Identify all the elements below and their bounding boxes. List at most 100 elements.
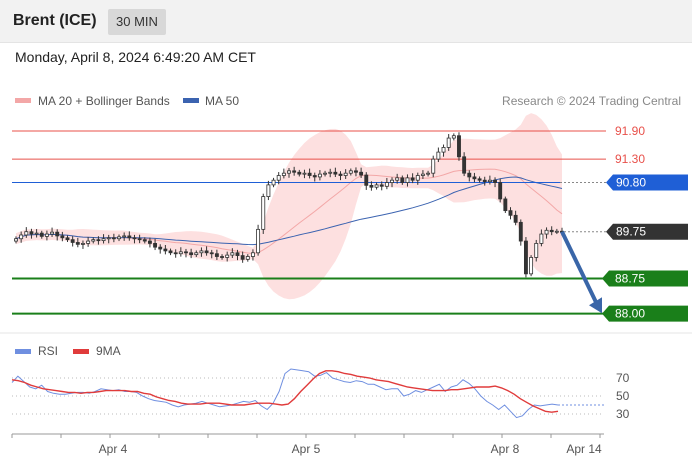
candle-body bbox=[184, 251, 188, 254]
candle-body bbox=[256, 228, 261, 254]
support-label: 88.00 bbox=[615, 307, 645, 321]
candle-body bbox=[457, 135, 461, 158]
ma20-legend-label: MA 20 + Bollinger Bands bbox=[38, 94, 170, 108]
candle-body bbox=[379, 184, 384, 187]
candle-body bbox=[29, 231, 34, 235]
rsi-tick-label: 30 bbox=[616, 407, 630, 421]
candle-body bbox=[250, 252, 255, 257]
candle-body bbox=[127, 235, 132, 239]
candle-body bbox=[276, 175, 281, 181]
candle-body bbox=[199, 250, 204, 254]
candle-body bbox=[384, 182, 389, 187]
candle-body bbox=[503, 198, 508, 212]
candle-body bbox=[34, 232, 39, 235]
candle-body bbox=[117, 236, 121, 240]
candle-body bbox=[513, 214, 518, 223]
candle-body bbox=[44, 233, 49, 237]
candle-body bbox=[111, 237, 116, 240]
ma9-legend-label: 9MA bbox=[96, 344, 121, 358]
candle-body bbox=[297, 171, 302, 175]
candle-body bbox=[415, 175, 420, 181]
candle-body bbox=[287, 170, 291, 174]
title-bar: Brent (ICE) 30 MIN bbox=[0, 0, 692, 43]
support-tag bbox=[602, 270, 688, 287]
candle-body bbox=[487, 179, 492, 183]
candle-body bbox=[271, 179, 276, 186]
candle-body bbox=[529, 257, 534, 275]
timeframe-button[interactable]: 30 MIN bbox=[108, 9, 166, 35]
candle-body bbox=[60, 235, 65, 239]
candle-body bbox=[472, 176, 477, 180]
candle-body bbox=[508, 210, 513, 216]
candle-body bbox=[70, 239, 75, 243]
candle-body bbox=[189, 252, 194, 256]
forecast-arrow-shaft bbox=[560, 230, 599, 306]
datetime-label: Monday, April 8, 2024 6:49:20 AM CET bbox=[15, 49, 256, 65]
candle-body bbox=[343, 172, 348, 176]
candle-body bbox=[405, 177, 410, 183]
candle-body bbox=[158, 246, 163, 250]
rsi-legend-label: RSI bbox=[38, 344, 58, 358]
last-price-label: 89.75 bbox=[616, 225, 646, 239]
candle-body bbox=[364, 174, 369, 186]
candle-body bbox=[523, 240, 528, 275]
candle-body bbox=[147, 240, 152, 244]
copyright-label: Research © 2024 Trading Central bbox=[502, 94, 681, 108]
x-axis-ticks: Apr 4 Apr 5 Apr 8 Apr 14 bbox=[11, 434, 602, 456]
candle-body bbox=[441, 147, 446, 153]
candle-body bbox=[137, 238, 142, 241]
candle-body bbox=[369, 184, 374, 188]
candle-body bbox=[410, 177, 415, 181]
candle-body bbox=[549, 229, 554, 233]
candle-body bbox=[240, 255, 245, 260]
candle-body bbox=[390, 179, 394, 183]
candle-body bbox=[333, 171, 338, 175]
candle-body bbox=[96, 239, 101, 242]
bollinger-band bbox=[16, 113, 562, 300]
candle-body bbox=[50, 231, 55, 235]
candle-body bbox=[173, 252, 178, 255]
candle-body bbox=[142, 239, 147, 242]
candle-body bbox=[431, 158, 436, 174]
candle-body bbox=[194, 252, 199, 256]
candle-body bbox=[292, 170, 297, 173]
candle-body bbox=[245, 256, 250, 260]
candle-body bbox=[467, 172, 472, 178]
price-panel: 91.90 91.30 90.80 89.75 88.75 88.00 bbox=[12, 113, 688, 322]
ma50-legend-label: MA 50 bbox=[205, 94, 239, 108]
candle-body bbox=[261, 196, 266, 230]
candle-body bbox=[477, 178, 482, 181]
candle-body bbox=[153, 243, 158, 248]
candle-body bbox=[446, 137, 451, 148]
candle-body bbox=[348, 170, 353, 174]
candle-body bbox=[539, 233, 544, 244]
candle-body bbox=[338, 173, 343, 176]
candle-body bbox=[498, 182, 503, 200]
candle-body bbox=[281, 172, 286, 176]
x-tick-label: Apr 8 bbox=[491, 442, 520, 456]
ma20-legend-swatch bbox=[15, 98, 31, 103]
candle-body bbox=[374, 184, 379, 188]
rsi-tick-label: 50 bbox=[616, 389, 630, 403]
support-label: 88.75 bbox=[615, 272, 645, 286]
candle-body bbox=[91, 239, 96, 242]
candle-body bbox=[101, 238, 106, 242]
candle-body bbox=[493, 179, 497, 183]
candle-body bbox=[426, 172, 431, 175]
forecast-arrow-head bbox=[589, 297, 602, 314]
x-tick-label: Apr 5 bbox=[292, 442, 321, 456]
rsi-legend-swatch bbox=[15, 349, 31, 354]
ma9-legend-swatch bbox=[73, 349, 89, 354]
rsi-line bbox=[11, 368, 559, 419]
candle-body bbox=[354, 170, 358, 173]
rsi-tick-label: 70 bbox=[616, 371, 630, 385]
candle-body bbox=[359, 171, 364, 176]
candle-body bbox=[55, 231, 60, 237]
candle-body bbox=[122, 235, 127, 238]
support-tag bbox=[602, 305, 688, 322]
candle-body bbox=[81, 243, 85, 245]
candle-body bbox=[312, 175, 317, 178]
x-tick-label: Apr 4 bbox=[99, 442, 128, 456]
candle-body bbox=[554, 230, 559, 233]
